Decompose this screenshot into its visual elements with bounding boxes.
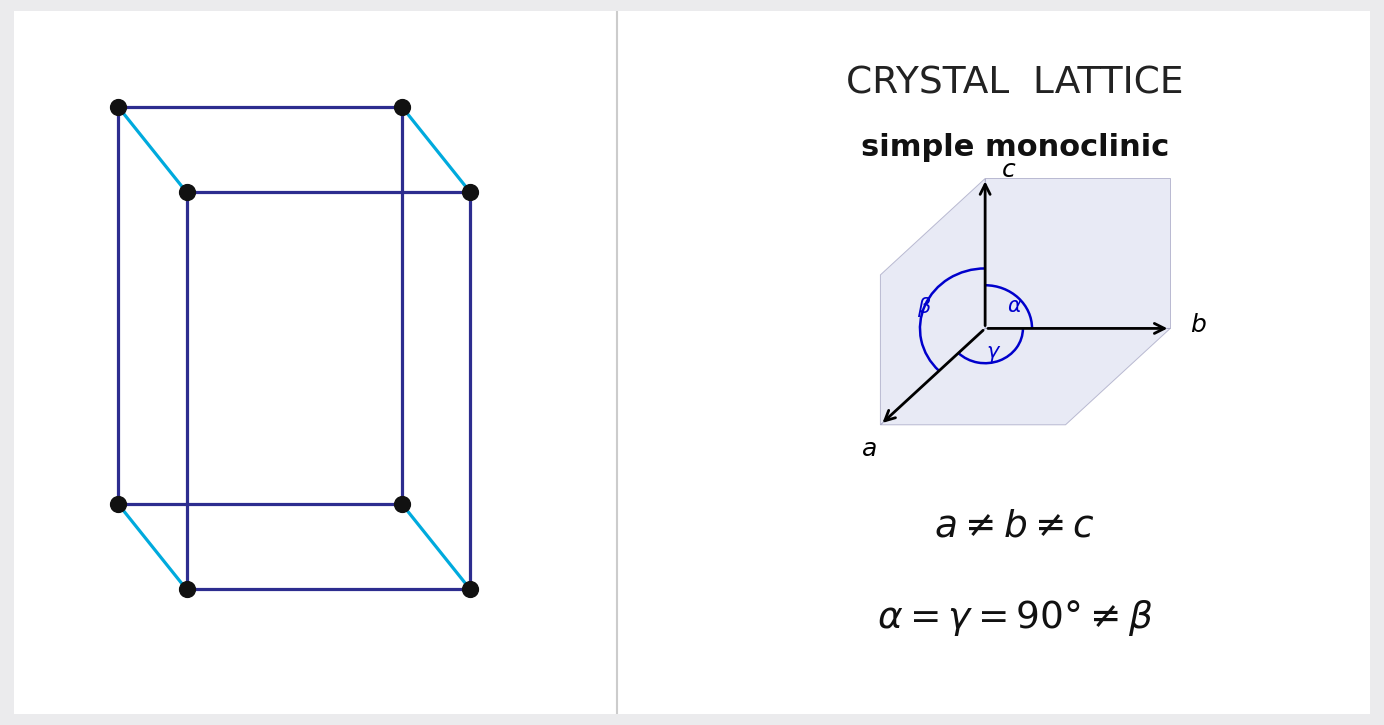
- Point: [176, 584, 198, 595]
- Text: $c$: $c$: [1001, 158, 1016, 182]
- Text: $\gamma$: $\gamma$: [987, 344, 1002, 364]
- Point: [392, 102, 414, 113]
- Text: $\alpha$: $\alpha$: [1006, 296, 1023, 316]
- Polygon shape: [880, 178, 985, 425]
- Point: [459, 186, 482, 198]
- Text: $a$: $a$: [861, 436, 877, 460]
- Text: $\beta$: $\beta$: [918, 295, 933, 319]
- Point: [108, 499, 130, 510]
- Text: $a \neq b \neq c$: $a \neq b \neq c$: [934, 508, 1095, 544]
- Point: [459, 584, 482, 595]
- Text: $\alpha = \gamma = 90\degree \neq \beta$: $\alpha = \gamma = 90\degree \neq \beta$: [876, 598, 1153, 638]
- Point: [176, 186, 198, 198]
- Text: $b$: $b$: [1190, 313, 1207, 337]
- Text: CRYSTAL  LATTICE: CRYSTAL LATTICE: [846, 65, 1183, 101]
- Polygon shape: [985, 178, 1171, 328]
- Point: [392, 499, 414, 510]
- Point: [108, 102, 130, 113]
- Text: simple monoclinic: simple monoclinic: [861, 133, 1169, 162]
- Polygon shape: [880, 328, 1171, 425]
